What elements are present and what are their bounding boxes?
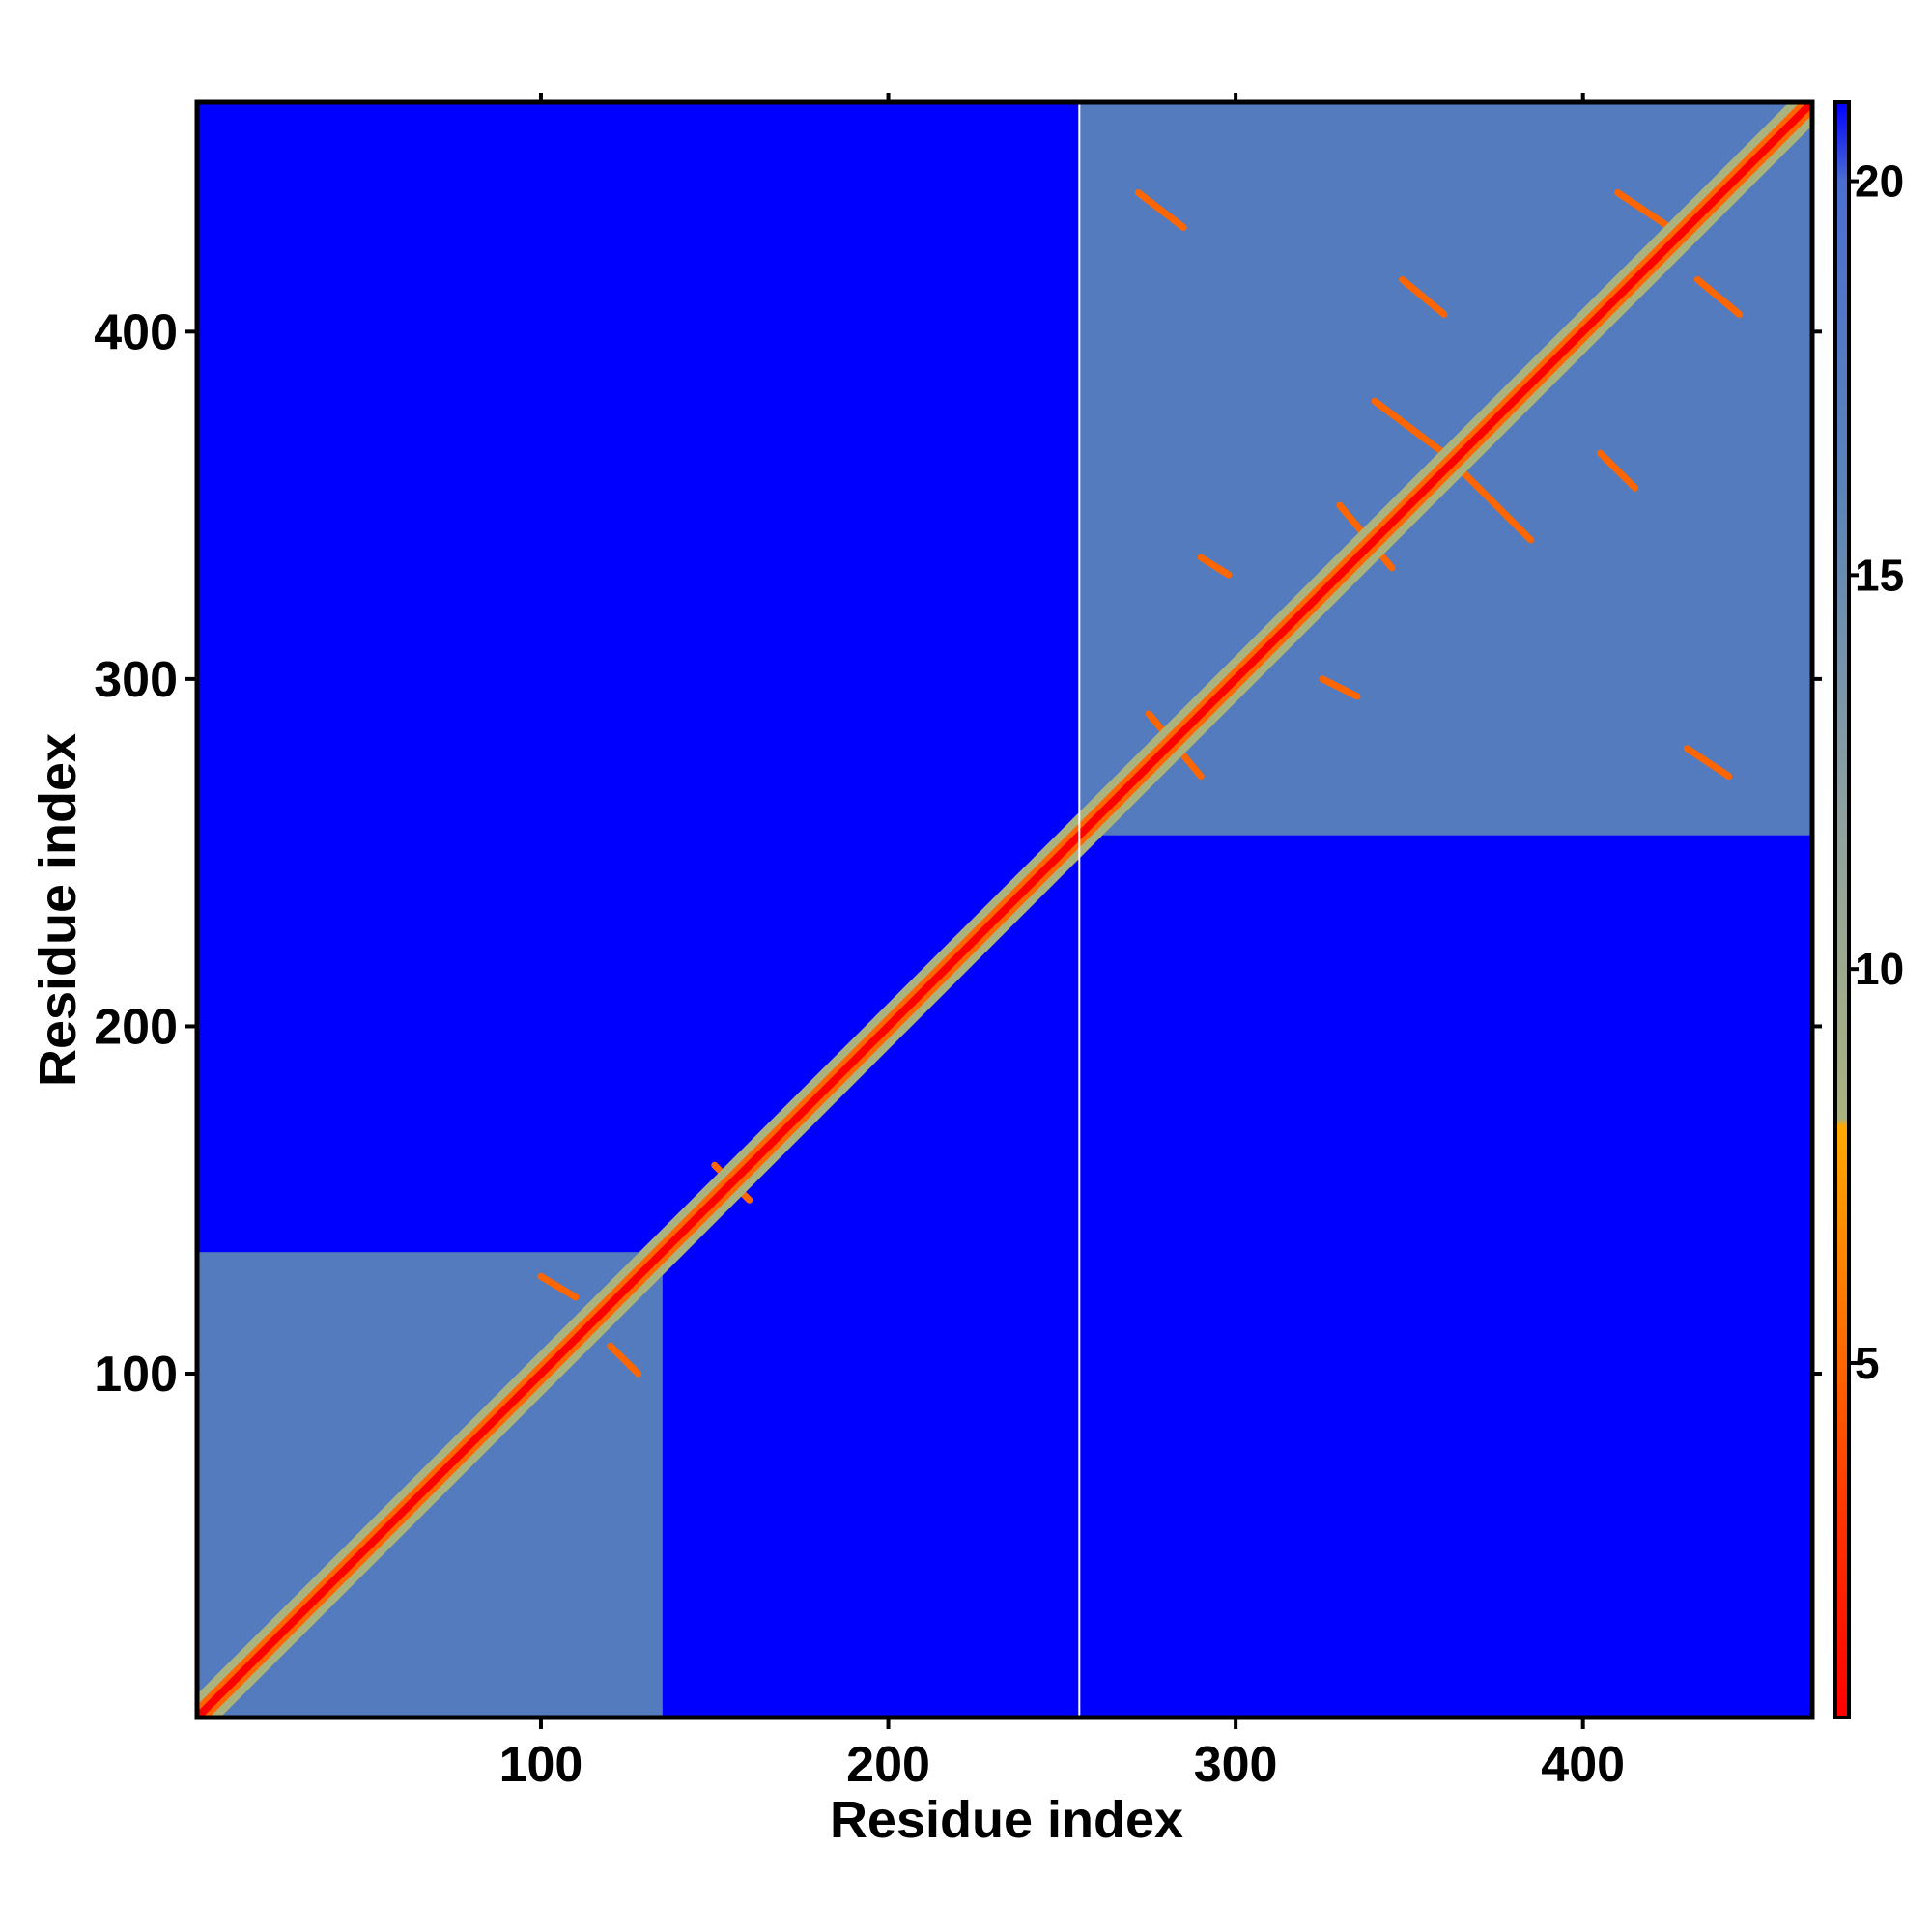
x-tick-label: 200	[846, 1737, 930, 1793]
colorbar: 5 10 15 20	[1833, 100, 1904, 1719]
contact-stripe	[607, 1342, 642, 1378]
diagonal-band	[197, 102, 1812, 1718]
contact-stripe	[1684, 745, 1733, 781]
colorbar-tick-label: 10	[1855, 944, 1904, 994]
contact-stripe	[1319, 675, 1361, 700]
x-tick-label: 100	[499, 1737, 583, 1793]
contact-stripe	[1458, 467, 1535, 544]
x-tick-label: 300	[1194, 1737, 1278, 1793]
colorbar-tick-label: 15	[1855, 550, 1904, 600]
x-axis-ticks: 100 200 300 400	[499, 93, 1625, 1793]
x-tick-label: 400	[1541, 1737, 1625, 1793]
colorbar-gradient	[1833, 100, 1851, 1719]
y-axis-label: Residue index	[29, 733, 87, 1087]
contact-stripe	[1597, 449, 1639, 492]
y-tick-label: 100	[94, 1347, 178, 1403]
x-axis-label: Residue index	[830, 1791, 1183, 1849]
contact-stripe	[1693, 275, 1743, 318]
contact-stripe	[1197, 554, 1233, 579]
contact-stripe	[1134, 188, 1187, 231]
plot-area	[194, 99, 1815, 1720]
colorbar-ticks: 5 10 15 20	[1849, 156, 1904, 1388]
y-tick-label: 200	[94, 999, 178, 1055]
colorbar-tick-label: 20	[1855, 156, 1904, 207]
contact-stripe	[1614, 188, 1674, 231]
y-axis-ticks: 100 200 300 400	[94, 304, 1822, 1403]
colorbar-tick-label: 5	[1855, 1338, 1880, 1388]
diagonal-core	[197, 102, 1812, 1718]
contact-stripe	[1371, 397, 1448, 457]
y-tick-label: 400	[94, 304, 178, 360]
contact-stripe	[537, 1272, 580, 1301]
contact-stripe	[1399, 275, 1448, 318]
y-tick-label: 300	[94, 652, 178, 708]
plot-frame	[194, 99, 1815, 1720]
